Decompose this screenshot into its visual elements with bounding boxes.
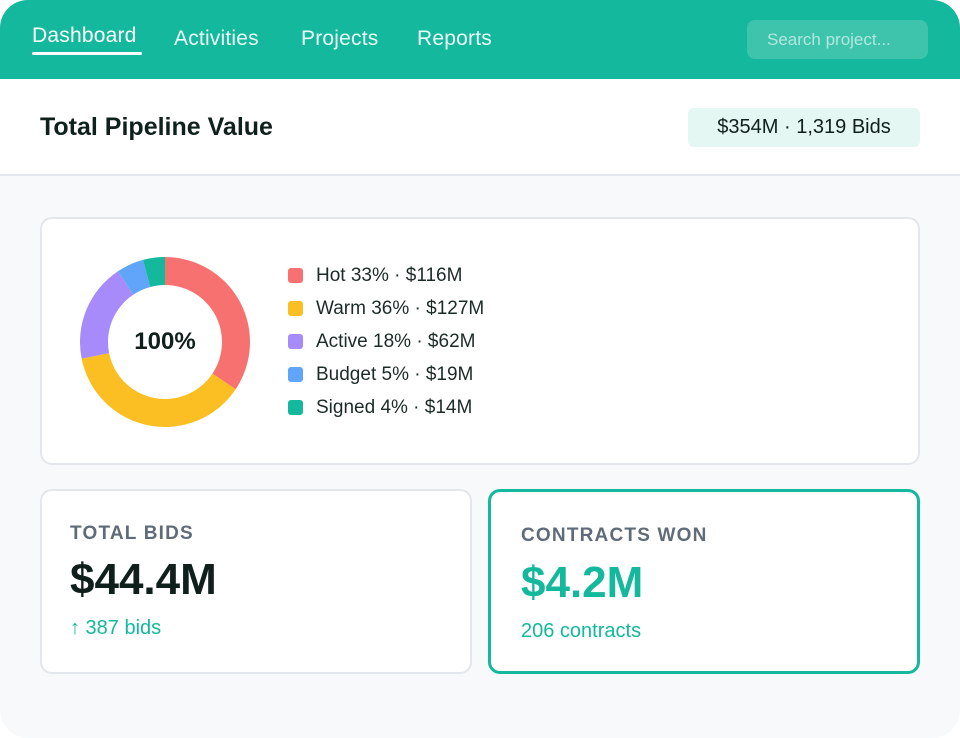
legend-item-hot: Hot 33% · $116M xyxy=(288,259,484,292)
legend-item-warm: Warm 36% · $127M xyxy=(288,292,484,325)
nav-tab-projects[interactable]: Projects xyxy=(301,27,379,50)
total-bids-value: $44.4M xyxy=(70,555,217,604)
pipeline-chart-card: 100% Hot 33% · $116M Warm 36% · $127M Acti… xyxy=(40,217,920,465)
legend-swatch xyxy=(288,400,303,415)
legend-label: Budget 5% · $19M xyxy=(316,363,474,385)
top-nav: Dashboard Activities Projects Reports xyxy=(0,0,960,79)
total-bids-label: TOTAL BIDS xyxy=(70,523,194,544)
total-bids-count: ↑ 387 bids xyxy=(70,617,162,639)
legend-label: Signed 4% · $14M xyxy=(316,396,473,418)
legend-swatch xyxy=(288,334,303,349)
nav-tab-reports[interactable]: Reports xyxy=(417,27,492,50)
nav-tab-activities[interactable]: Activities xyxy=(174,27,259,50)
page-header: Total Pipeline Value $354M · 1,319 Bids xyxy=(0,79,960,176)
legend-swatch xyxy=(288,301,303,316)
contracts-won-card[interactable]: CONTRACTS WON $4.2M 206 contracts xyxy=(488,489,920,674)
legend-item-budget: Budget 5% · $19M xyxy=(288,358,484,391)
legend-label: Hot 33% · $116M xyxy=(316,264,463,286)
contracts-won-label: CONTRACTS WON xyxy=(521,525,708,546)
donut-chart xyxy=(80,257,250,427)
legend-item-active: Active 18% · $62M xyxy=(288,325,484,358)
page-title: Total Pipeline Value xyxy=(40,113,273,141)
legend-label: Warm 36% · $127M xyxy=(316,297,485,319)
search-input[interactable] xyxy=(747,20,928,59)
legend-item-signed: Signed 4% · $14M xyxy=(288,391,484,424)
donut-slice-signed[interactable] xyxy=(143,257,165,287)
chart-legend: Hot 33% · $116M Warm 36% · $127M Active 18… xyxy=(288,259,484,424)
donut-slice-hot[interactable] xyxy=(165,257,250,390)
donut-center-label: 100% xyxy=(134,328,196,355)
contracts-won-value: $4.2M xyxy=(521,558,644,607)
legend-swatch xyxy=(288,367,303,382)
summary-badge: $354M · 1,319 Bids xyxy=(688,108,920,147)
donut-slice-budget[interactable] xyxy=(117,259,151,295)
total-bids-card[interactable]: TOTAL BIDS $44.4M ↑ 387 bids xyxy=(40,489,472,674)
donut-slice-warm[interactable] xyxy=(81,353,236,427)
nav-tab-dashboard[interactable]: Dashboard xyxy=(32,24,137,47)
legend-label: Active 18% · $62M xyxy=(316,330,476,352)
donut-slice-active[interactable] xyxy=(80,271,134,359)
contracts-won-count: 206 contracts xyxy=(521,620,642,642)
nav-active-underline xyxy=(32,52,142,55)
legend-swatch xyxy=(288,268,303,283)
